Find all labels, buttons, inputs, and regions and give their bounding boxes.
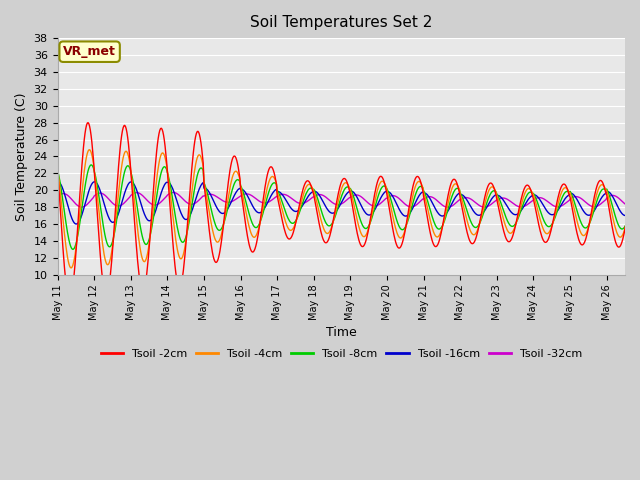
Tsoil -32cm (230, 197, 238, 203)
Tsoil -32cm (260, 200, 268, 206)
Tsoil -4cm (260, 199, 268, 205)
Tsoil -2cm (66, 297, 74, 303)
Tsoil -4cm (86, 147, 93, 153)
Tsoil -2cm (282, 233, 290, 239)
Tsoil -16cm (72, 221, 79, 227)
Line: Tsoil -2cm: Tsoil -2cm (58, 122, 640, 300)
Tsoil -8cm (54, 167, 61, 173)
Tsoil -2cm (232, 154, 239, 159)
Tsoil -2cm (54, 166, 61, 171)
Tsoil -32cm (282, 192, 289, 198)
Line: Tsoil -8cm: Tsoil -8cm (58, 165, 640, 249)
Tsoil -16cm (282, 197, 289, 203)
Tsoil -8cm (282, 211, 290, 217)
Tsoil -2cm (412, 175, 420, 180)
Tsoil -8cm (69, 246, 77, 252)
Line: Tsoil -4cm: Tsoil -4cm (58, 150, 640, 268)
Text: VR_met: VR_met (63, 45, 116, 58)
Tsoil -8cm (124, 163, 132, 168)
Tsoil -8cm (232, 179, 239, 185)
Tsoil -4cm (639, 185, 640, 191)
Tsoil -32cm (445, 204, 452, 210)
Tsoil -2cm (124, 135, 132, 141)
Tsoil -2cm (84, 120, 92, 125)
Tsoil -8cm (412, 190, 420, 196)
Tsoil -8cm (445, 204, 452, 209)
Tsoil -16cm (444, 208, 452, 214)
Tsoil -4cm (232, 168, 239, 174)
Y-axis label: Soil Temperature (C): Soil Temperature (C) (15, 92, 28, 221)
Tsoil -16cm (54, 179, 61, 185)
Tsoil -4cm (124, 151, 132, 156)
Tsoil -4cm (445, 197, 452, 203)
Tsoil -16cm (412, 200, 419, 206)
Tsoil -16cm (639, 189, 640, 194)
Tsoil -32cm (412, 203, 419, 208)
Tsoil -8cm (260, 206, 268, 212)
Tsoil -2cm (445, 189, 452, 195)
Tsoil -2cm (639, 188, 640, 194)
Tsoil -32cm (444, 204, 452, 210)
Title: Soil Temperatures Set 2: Soil Temperatures Set 2 (250, 15, 433, 30)
Tsoil -16cm (230, 192, 238, 198)
Tsoil -4cm (412, 182, 420, 188)
Tsoil -32cm (639, 196, 640, 202)
Tsoil -4cm (67, 265, 75, 271)
X-axis label: Time: Time (326, 326, 356, 339)
Tsoil -4cm (54, 166, 61, 171)
Tsoil -8cm (87, 162, 95, 168)
Tsoil -4cm (282, 221, 290, 227)
Tsoil -16cm (260, 207, 268, 213)
Tsoil -2cm (260, 190, 268, 195)
Line: Tsoil -32cm: Tsoil -32cm (58, 192, 640, 207)
Line: Tsoil -16cm: Tsoil -16cm (58, 182, 640, 224)
Legend: Tsoil -2cm, Tsoil -4cm, Tsoil -8cm, Tsoil -16cm, Tsoil -32cm: Tsoil -2cm, Tsoil -4cm, Tsoil -8cm, Tsoi… (96, 345, 586, 364)
Tsoil -32cm (54, 194, 61, 200)
Tsoil -32cm (170, 190, 177, 195)
Tsoil -32cm (122, 198, 130, 204)
Tsoil -16cm (123, 184, 131, 190)
Tsoil -8cm (639, 185, 640, 191)
